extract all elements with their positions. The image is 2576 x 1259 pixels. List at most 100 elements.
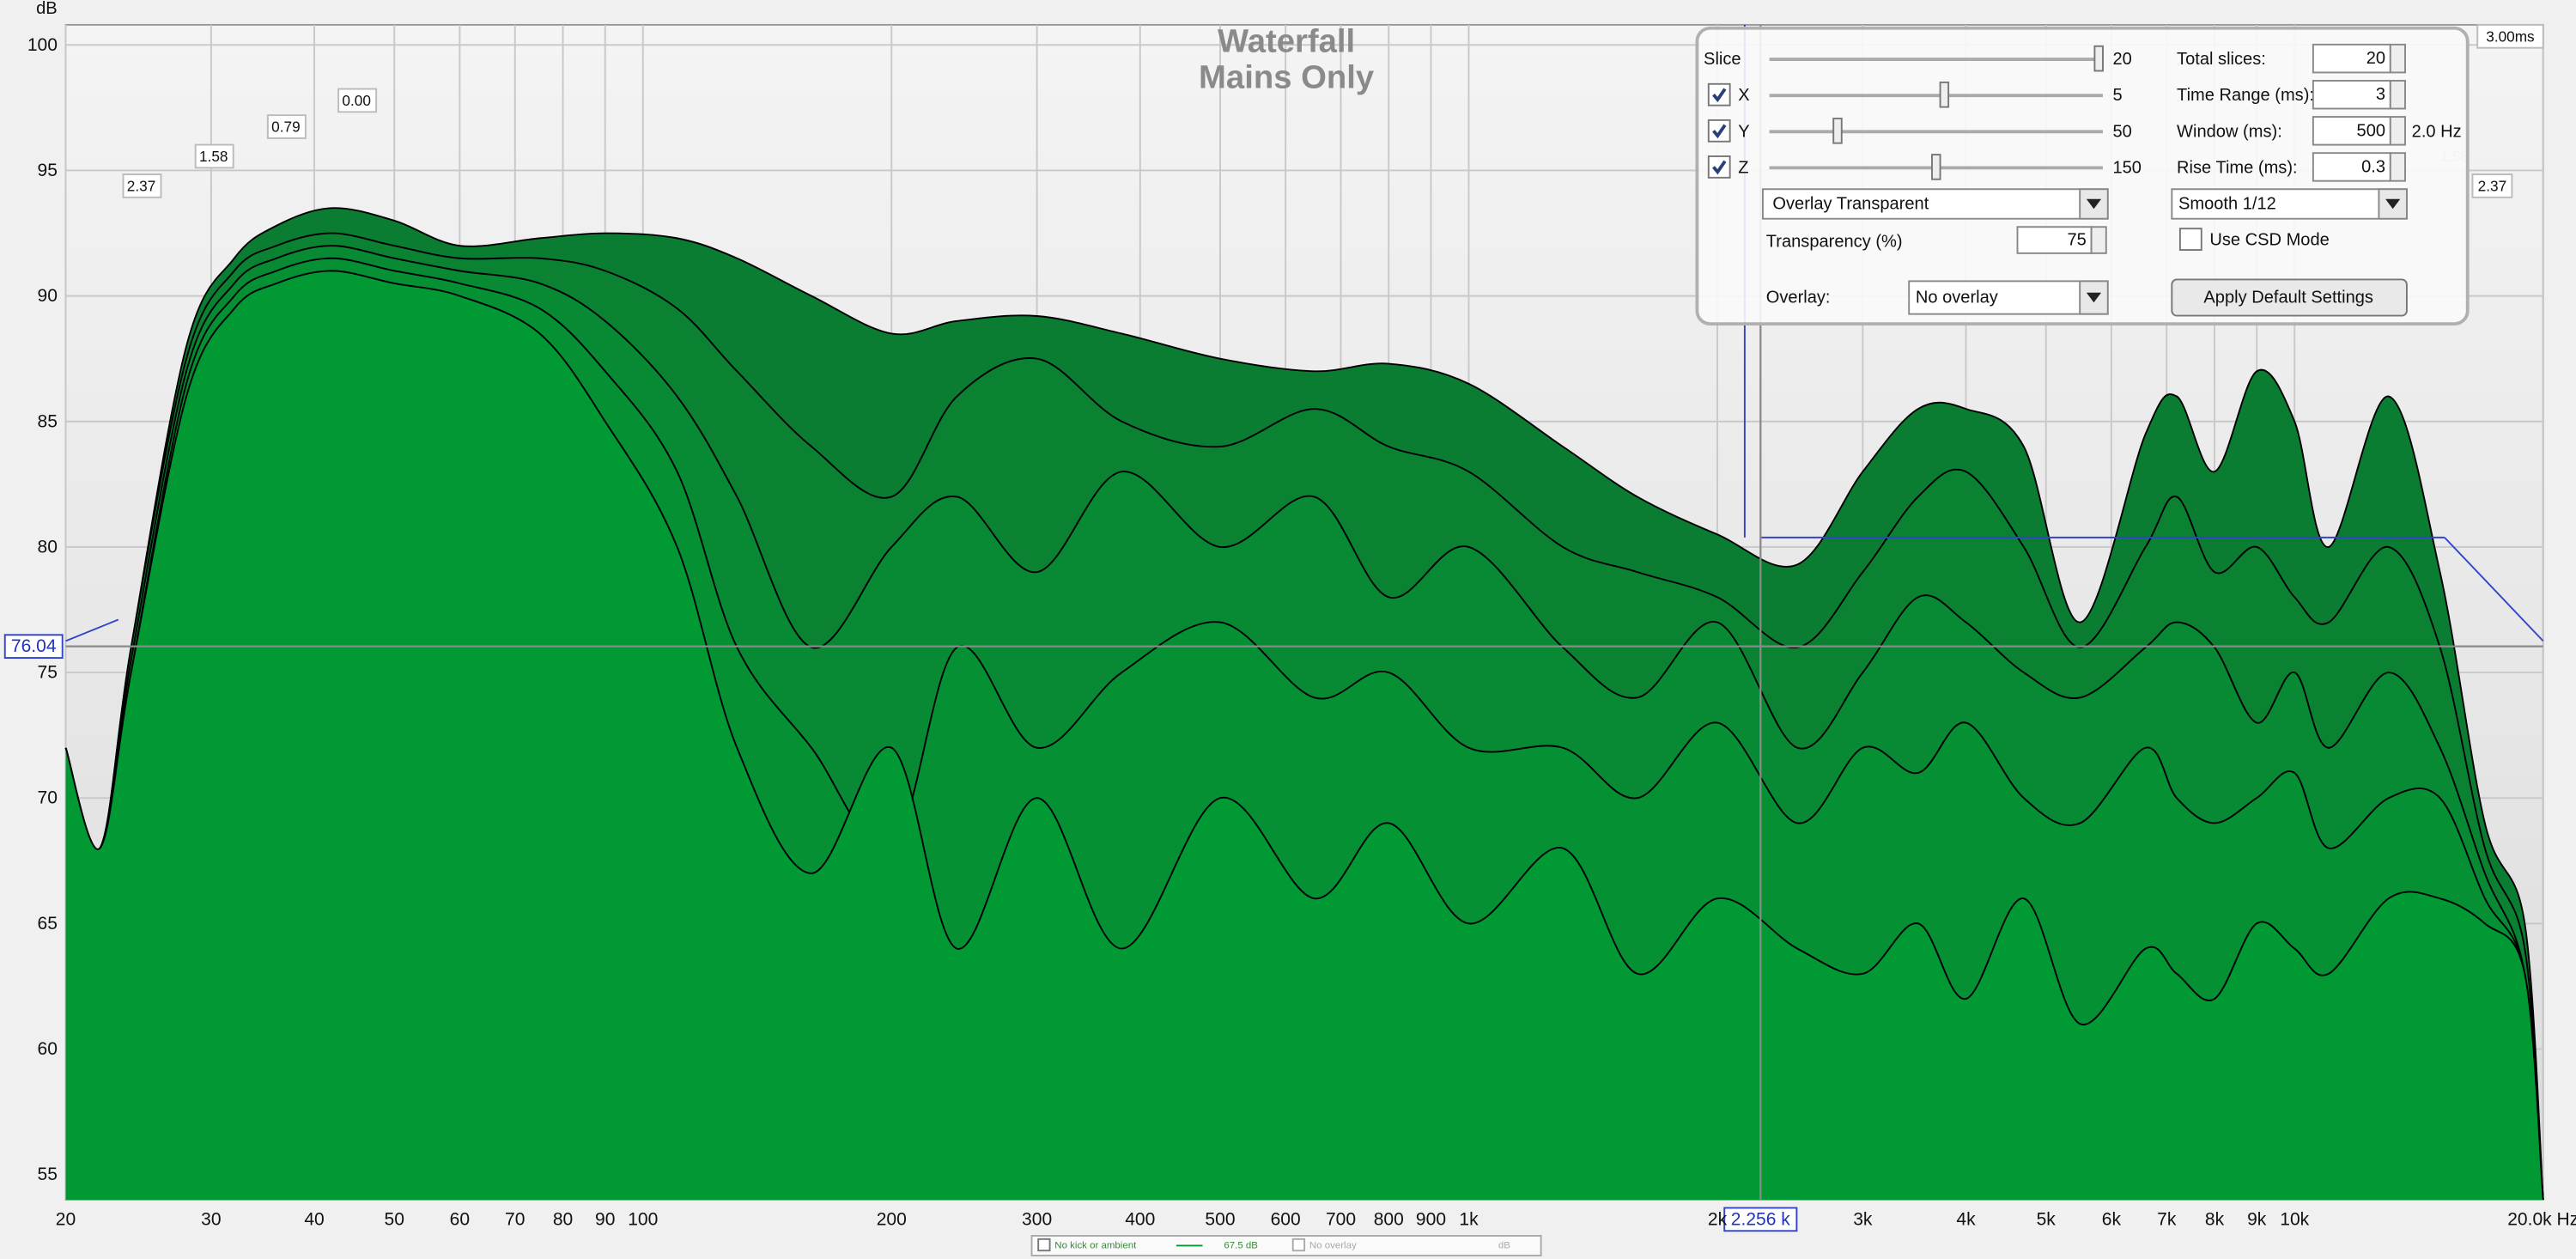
slider-label: Y [1738,122,1749,141]
dropdown-value: No overlay [1916,289,1998,307]
time-label-box [194,143,234,169]
x-tick-label: 7k [2157,1209,2177,1229]
y-axis-label: dB [36,0,58,18]
field-value: 20 [2366,49,2385,68]
checkbox[interactable] [1037,1238,1051,1252]
dropdown-arrow [2385,198,2401,210]
time-label: 3.00ms [2486,27,2534,45]
slice-line [64,270,2544,1200]
checkbox-label: Use CSD Mode [2209,231,2329,250]
y-tick-label: 100 [27,35,58,55]
x-tick-label: 20.0k Hz [2507,1209,2576,1229]
time-label-box [266,114,307,139]
button[interactable] [2171,278,2408,317]
check-mark [1712,124,1727,139]
spinner[interactable] [2090,226,2107,254]
field-value: 0.3 [2361,157,2385,176]
x-tick-label: 800 [1374,1209,1404,1229]
x-tick-label: 1k [1459,1209,1479,1229]
x-tick-label: 80 [553,1209,573,1229]
y-tick-label: 60 [38,1039,58,1059]
slices [64,207,2544,1200]
checkbox[interactable] [2178,228,2202,251]
button-label: Apply Default Settings [2203,289,2373,307]
slider-thumb[interactable] [2093,45,2104,72]
axes: 55 60 65 70 75 80 85 90 95 100 20 30 40 50 60 70 80 90 100… [27,35,2576,1230]
dropdown-arrow [2086,198,2102,210]
time-label: 1.58 [199,148,228,165]
field-label: Total slices: [2177,50,2266,69]
spinner[interactable] [2389,43,2406,74]
slice-line [64,245,2544,1200]
field-label: Transparency (%) [1766,232,1903,251]
cursor-label-box [3,634,64,660]
x-tick-label: 5k [2037,1209,2057,1229]
time-label-box [2471,173,2513,198]
time-label-box [337,88,378,113]
checkbox[interactable] [1291,1238,1306,1252]
x-tick-label: 8k [2205,1209,2225,1229]
field-label: Overlay: [1766,289,1831,307]
x-tick-label: 500 [1205,1209,1235,1229]
y-tick-label: 65 [38,914,58,934]
y-tick-label: 85 [38,411,58,431]
field-value: 75 [2068,231,2087,250]
slider-label: Slice [1704,50,1741,69]
spin-field[interactable] [2312,116,2391,146]
x-tick-label: 600 [1271,1209,1301,1229]
time-label: 0.79 [271,119,300,136]
slider-label: X [1738,86,1749,105]
spinner[interactable] [2389,80,2406,110]
legend-value: dB [1498,1240,1510,1250]
x-tick-label: 60 [450,1209,470,1229]
check-mark [1712,160,1727,175]
time-label: 0.00 [342,92,370,109]
y-tick-label: 90 [38,286,58,306]
y-tick-label: 80 [38,537,58,557]
cursor-guide [2444,537,2544,642]
cursor-label: 76.04 [11,636,57,656]
cursor-guide [65,618,119,642]
slider-value: 50 [2112,122,2131,141]
x-tick-label: 50 [385,1209,404,1229]
legend-bar: No kick or ambient 67.5 dB No overlay dB [1030,1235,1542,1256]
panel-frame [1695,26,2470,326]
slider-thumb[interactable] [1832,118,1843,144]
slice-line [64,232,2544,1200]
spin-field[interactable] [2016,226,2093,254]
slice-area [65,271,2543,1200]
x-tick-label: 40 [304,1209,324,1229]
slider-value: 5 [2112,86,2122,105]
dropdown-arrow [2086,292,2102,303]
slider-thumb[interactable] [1931,154,1941,180]
time-label: 2.37 [127,177,155,194]
time-label-box [2476,23,2544,49]
slice-line [64,207,2544,1200]
dropdown[interactable] [1761,188,2109,220]
x-tick-label: 200 [877,1209,907,1229]
checkbox[interactable] [1707,82,1731,106]
x-tick-label: 900 [1416,1209,1446,1229]
check-mark [1712,88,1727,103]
slider-label: Z [1738,158,1748,177]
x-tick-label: 30 [201,1209,221,1229]
x-tick-label: 300 [1022,1209,1052,1229]
legend-name: No kick or ambient [1054,1240,1137,1250]
dropdown-button[interactable] [2378,188,2408,220]
y-tick-label: 55 [38,1165,58,1184]
spinner[interactable] [2389,152,2406,182]
slider-value: 150 [2112,158,2141,177]
y-tick-label: 70 [38,788,58,808]
spinner[interactable] [2389,116,2406,146]
spin-field[interactable] [2312,43,2391,74]
dropdown[interactable] [2171,188,2408,220]
x-tick-label: 4k [1956,1209,1976,1229]
legend-name: No overlay [1309,1240,1357,1250]
slider-thumb[interactable] [1939,81,1950,108]
field-label: Time Range (ms): [2177,86,2314,105]
resolution: 2.0 Hz [2412,122,2462,141]
cursor-label: 2.256 k [1731,1209,1790,1229]
x-tick-label: 700 [1326,1209,1356,1229]
cursor-label-box [1723,1207,1798,1232]
